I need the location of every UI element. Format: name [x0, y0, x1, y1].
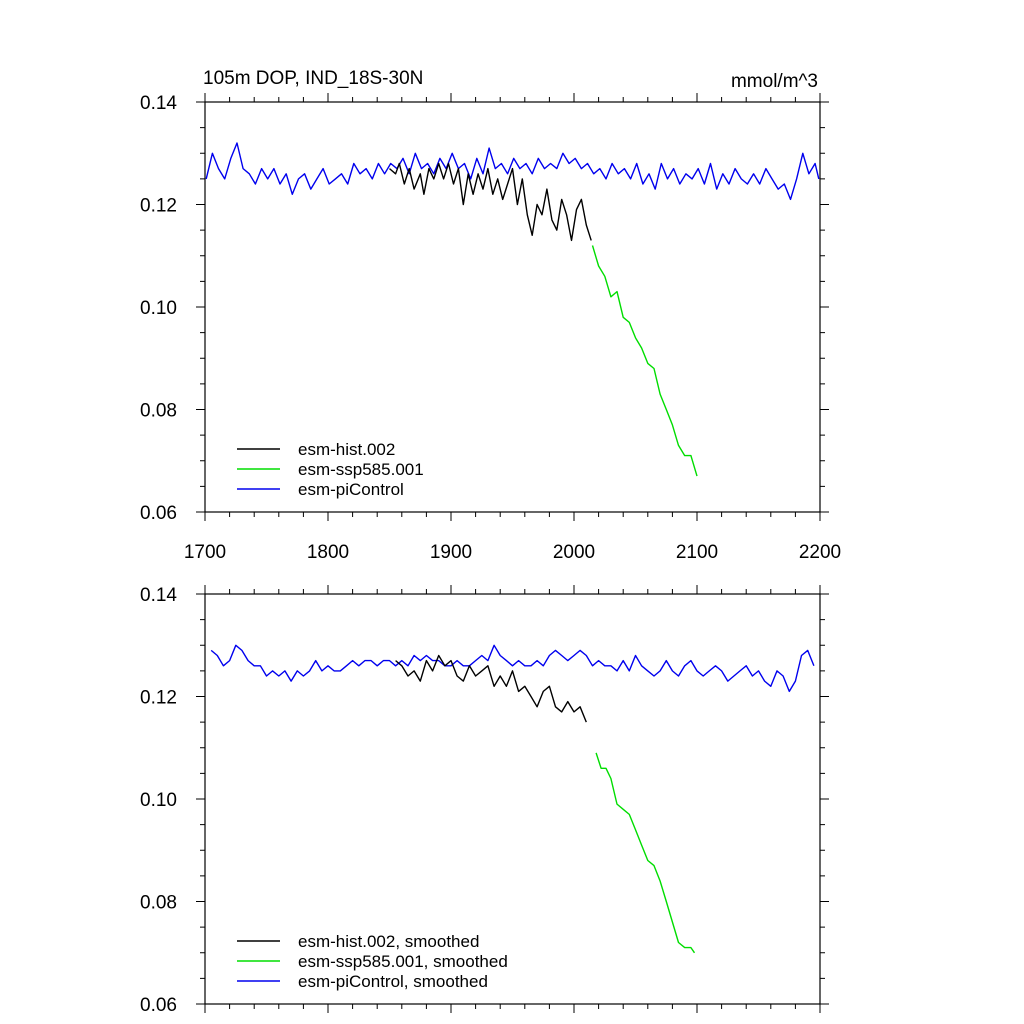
y-tick-label: 0.14	[140, 585, 177, 606]
x-tick-label: 2000	[553, 542, 595, 563]
y-tick-label: 0.06	[140, 503, 177, 524]
x-tick-label: 2100	[676, 542, 718, 563]
legend-label: esm-hist.002, smoothed	[298, 932, 479, 951]
legend-label: esm-hist.002	[298, 440, 395, 459]
series-line-2	[205, 142, 820, 201]
series-line-2	[210, 644, 815, 693]
series-line-1	[595, 752, 696, 954]
series-line-1	[591, 245, 698, 477]
y-tick-label: 0.08	[140, 401, 177, 422]
x-tick-label: 1900	[430, 542, 472, 563]
legend-label: esm-piControl	[298, 480, 404, 499]
y-tick-label: 0.06	[140, 995, 177, 1016]
y-tick-label: 0.12	[140, 196, 177, 217]
bottom-panel: 0.06 0.08 0.10 0.12 0.14 esm-hist.002, smooth…	[140, 585, 829, 1016]
y-tick-label: 0.10	[140, 790, 177, 811]
x-tick-label: 1800	[307, 542, 349, 563]
x-tick-label: 2200	[799, 542, 841, 563]
legend-label: esm-piControl, smoothed	[298, 972, 488, 991]
x-tick-label: 1700	[184, 542, 226, 563]
top-panel: 105m DOP, IND_18S-30N mmol/m^3 0.06 0.08 0…	[140, 68, 841, 563]
units-label: mmol/m^3	[731, 71, 818, 92]
legend-label: esm-ssp585.001, smoothed	[298, 952, 508, 971]
y-tick-label: 0.08	[140, 893, 177, 914]
y-tick-label: 0.14	[140, 93, 177, 114]
y-tick-label: 0.12	[140, 688, 177, 709]
y-tick-label: 0.10	[140, 298, 177, 319]
chart-title: 105m DOP, IND_18S-30N	[203, 68, 423, 89]
series-line-0	[395, 654, 587, 723]
series-line-0	[389, 162, 592, 242]
legend-label: esm-ssp585.001	[298, 460, 424, 479]
